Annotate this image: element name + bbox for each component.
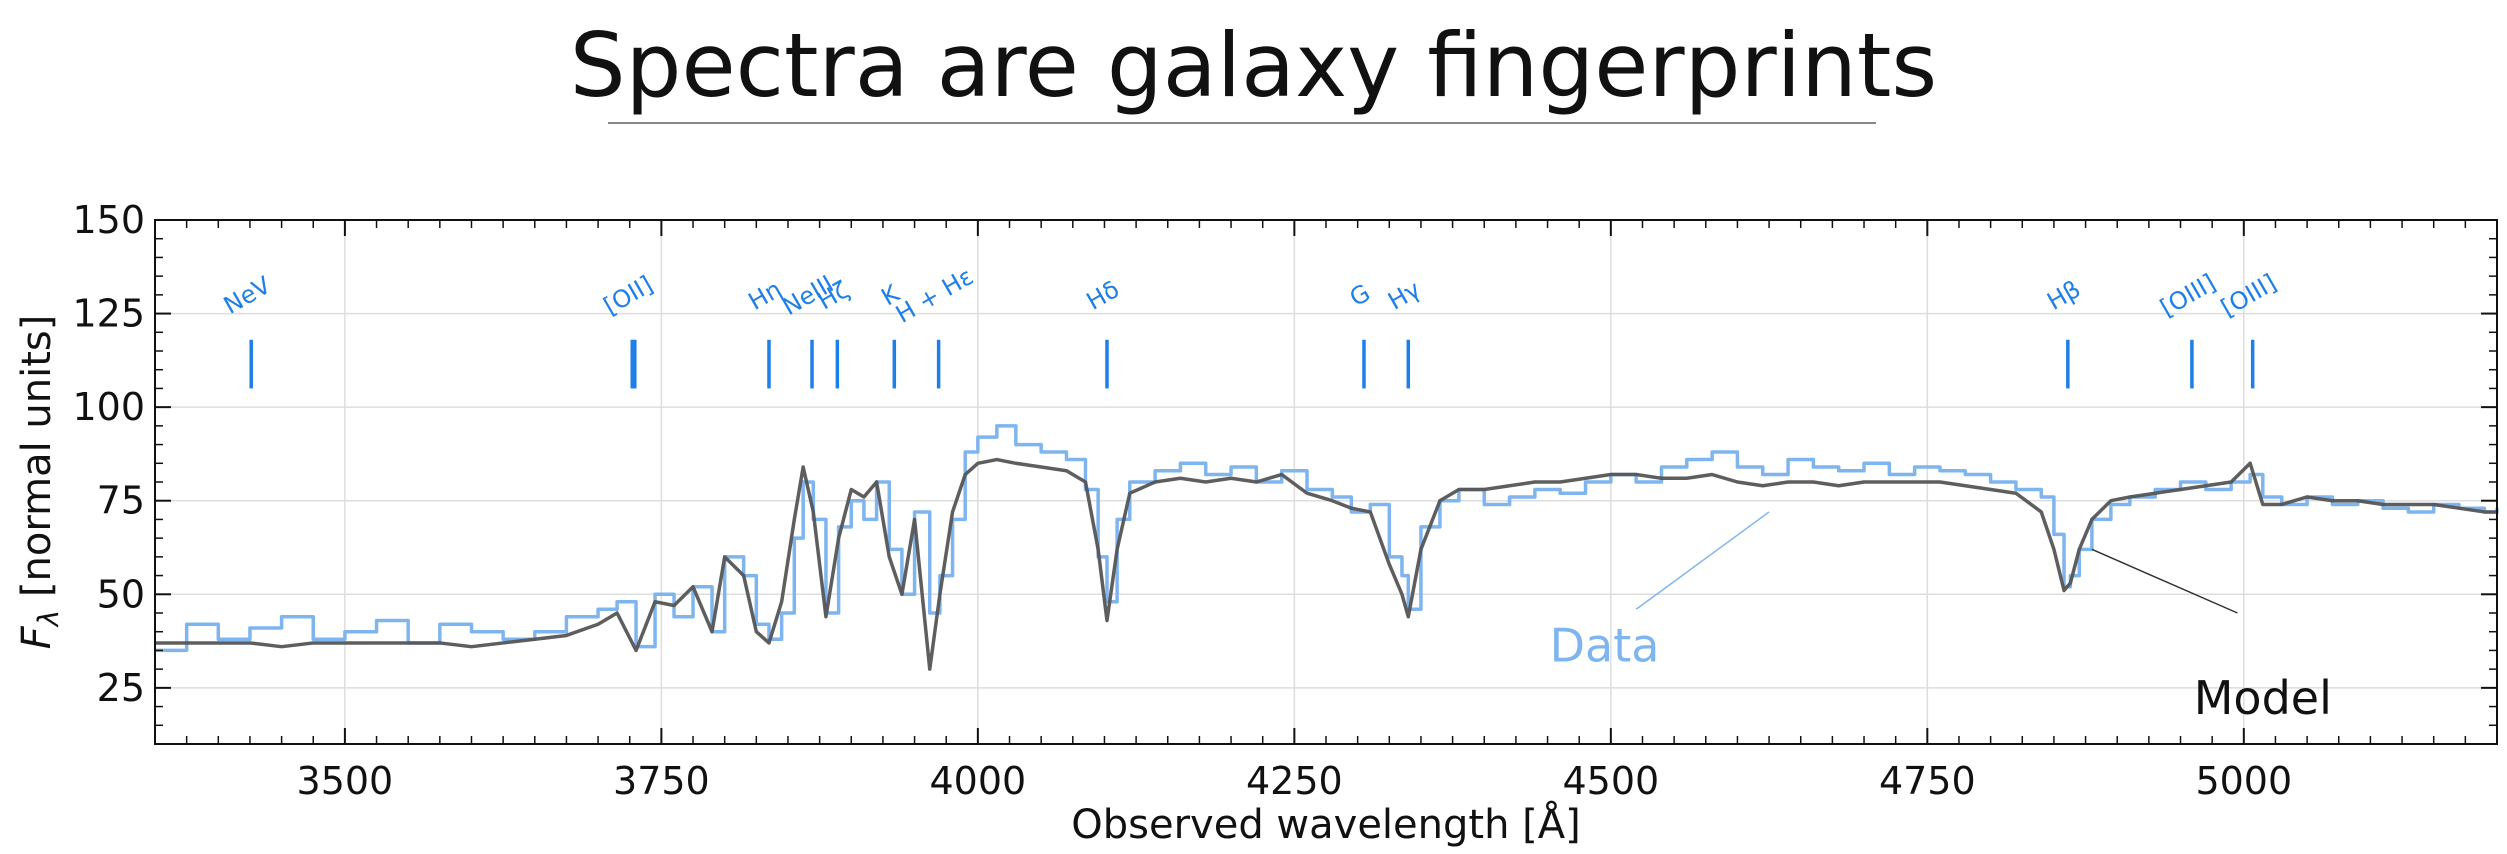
y-tick-label: 75: [97, 479, 145, 523]
y-tick-label: 150: [72, 198, 145, 242]
y-tick-label: 125: [72, 292, 145, 336]
y-tick-label: 100: [72, 385, 145, 429]
chart-title: Spectra are galaxy fingerprints: [569, 14, 1938, 117]
plot-frame: [154, 219, 2498, 745]
spectral-line-label: G: [1345, 279, 1375, 313]
data-series-line: [155, 424, 2499, 653]
title-underline: [608, 122, 1876, 124]
series-lines: [155, 424, 2499, 671]
spectral-line-label: Hδ: [1082, 275, 1124, 316]
spectral-line-label: NeV: [219, 271, 276, 320]
spectral-line-label: Hγ: [1383, 275, 1425, 315]
x-tick-label: 4250: [1246, 759, 1343, 803]
model-series-line: [155, 457, 2497, 671]
axis-ticks: 3500 3750 4000 4250 4500 4750 5000 25 50 75 100 125…: [72, 198, 2498, 803]
annotations: Data Model: [1550, 511, 2332, 725]
spectral-line-label: H + Hε: [891, 262, 978, 328]
y-axis-label-rest: [normal units]: [14, 315, 60, 610]
model-annotation-leader: [2091, 548, 2238, 614]
x-tick-label: 4750: [1879, 759, 1976, 803]
y-axis-label-main: F: [14, 625, 60, 649]
x-tick-label: 3750: [613, 759, 710, 803]
data-annotation-label: Data: [1550, 619, 1660, 673]
y-tick-label: 50: [97, 572, 145, 616]
x-tick-label: 5000: [2195, 759, 2292, 803]
data-annotation-leader: [1635, 511, 1770, 610]
y-axis-label-sub: λ: [32, 610, 65, 629]
model-annotation-label: Model: [2194, 671, 2332, 725]
x-tick-label: 3500: [297, 759, 394, 803]
x-tick-label: 4000: [930, 759, 1027, 803]
spectral-line-label: Hβ: [2042, 275, 2085, 316]
x-tick-label: 4500: [1562, 759, 1659, 803]
y-axis-label: Fλ [normal units]: [14, 315, 65, 650]
y-tick-label: 25: [97, 666, 145, 710]
grid: [155, 220, 2497, 744]
x-axis-label: Observed wavelength [Å]: [1071, 800, 1580, 848]
